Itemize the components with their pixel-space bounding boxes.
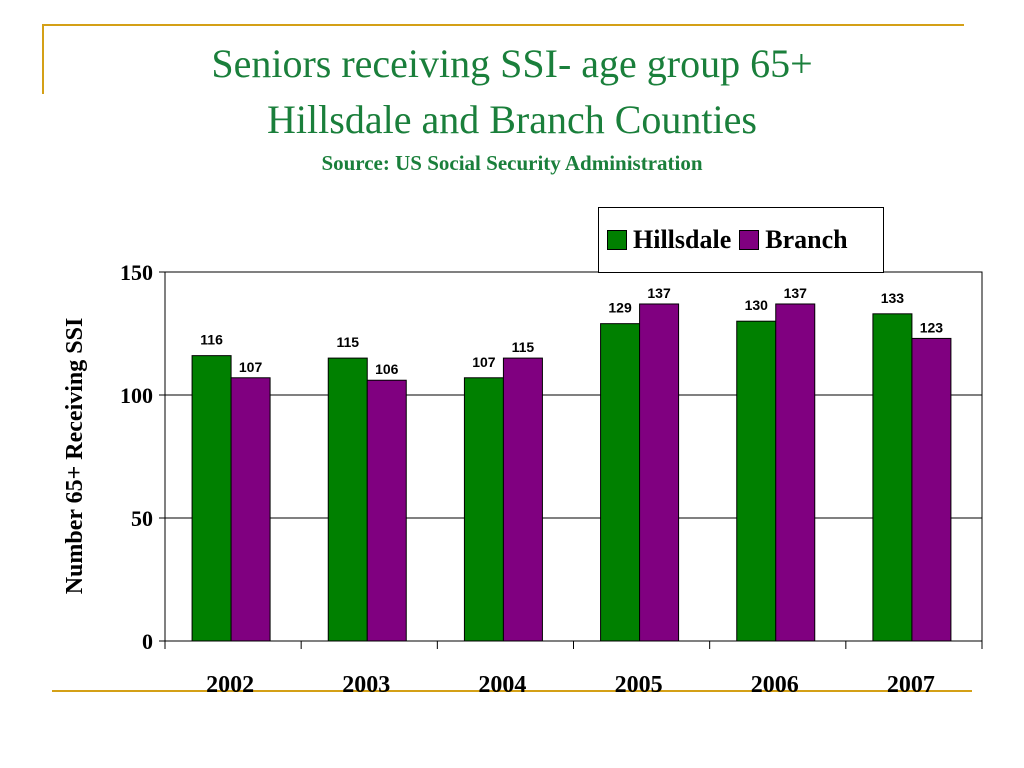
- legend-label-branch: Branch: [765, 225, 848, 254]
- x-tick-label: 2004: [478, 672, 526, 698]
- bar-hillsdale: [872, 313, 913, 642]
- x-tick-label: 2003: [342, 672, 390, 698]
- x-tick-label: 2007: [887, 672, 935, 698]
- x-tick-label: 2006: [751, 672, 799, 698]
- bar-branch: [911, 337, 952, 642]
- data-label-branch: 137: [647, 285, 671, 301]
- data-label-hillsdale: 133: [881, 290, 905, 306]
- data-label-branch: 123: [920, 319, 944, 335]
- chart-source: Source: US Social Security Administratio…: [321, 151, 703, 175]
- data-label-hillsdale: 116: [200, 332, 223, 348]
- y-tick-label: 0: [142, 629, 153, 654]
- data-label-branch: 106: [375, 361, 399, 377]
- legend-item-hillsdale: Hillsdale: [607, 225, 731, 255]
- bar-branch: [230, 377, 271, 642]
- data-label-hillsdale: 107: [472, 354, 496, 370]
- y-tick-label: 50: [131, 506, 153, 531]
- data-label-branch: 115: [512, 339, 535, 355]
- data-label-branch: 107: [239, 359, 263, 375]
- chart-title: Seniors receiving SSI- age group 65+: [211, 41, 813, 86]
- data-label-hillsdale: 130: [745, 297, 769, 313]
- bar-hillsdale: [736, 320, 777, 642]
- legend-swatch-branch: [739, 230, 760, 250]
- bar-hillsdale: [463, 377, 504, 642]
- bar-branch: [775, 303, 816, 642]
- bar-hillsdale: [191, 355, 232, 642]
- data-label-hillsdale: 115: [336, 334, 359, 350]
- legend-label-hillsdale: Hillsdale: [633, 225, 732, 254]
- x-tick-label: 2005: [615, 672, 663, 698]
- y-axis-title: Number 65+ Receiving SSI: [62, 318, 88, 595]
- data-label-branch: 137: [784, 285, 808, 301]
- data-label-hillsdale: 129: [608, 300, 632, 316]
- bar-branch: [639, 303, 680, 642]
- bar-hillsdale: [327, 357, 368, 642]
- legend-item-branch: Branch: [739, 225, 848, 255]
- bar-branch: [366, 379, 407, 642]
- y-tick-label: 150: [120, 260, 153, 285]
- plot-area: [164, 271, 983, 642]
- chart-subtitle: Hillsdale and Branch Counties: [267, 97, 757, 142]
- x-tick-label: 2002: [206, 672, 254, 698]
- frame-top-rule: [42, 24, 964, 26]
- y-tick-label: 100: [120, 383, 153, 408]
- chart-legend: Hillsdale Branch: [598, 207, 884, 273]
- frame-left-rule: [42, 24, 44, 94]
- legend-swatch-hillsdale: [607, 230, 627, 250]
- frame-bottom-rule: [52, 690, 972, 692]
- bar-hillsdale: [600, 323, 641, 642]
- bar-branch: [502, 357, 543, 642]
